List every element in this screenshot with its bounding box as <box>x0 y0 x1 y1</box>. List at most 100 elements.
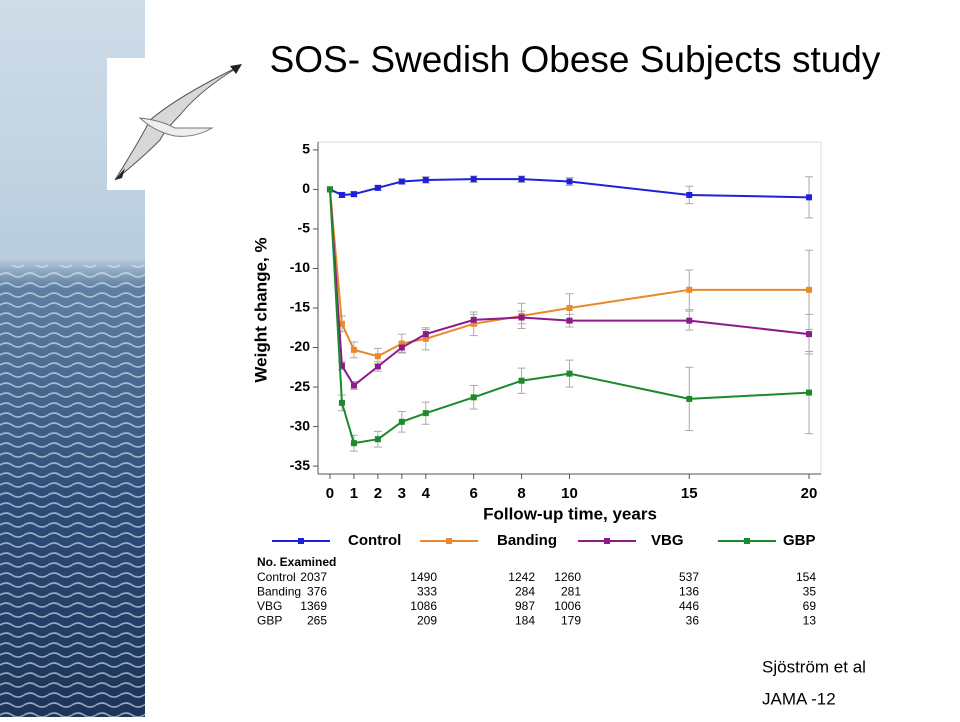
point-marker <box>374 363 381 370</box>
point-marker <box>422 176 429 183</box>
y-axis-label: Weight change, % <box>251 237 270 382</box>
table-row-label: VBG <box>257 599 282 613</box>
legend-marker <box>298 538 304 544</box>
citation-author: Sjöström et al <box>762 657 866 676</box>
table-cell: 1260 <box>554 570 581 584</box>
point-marker <box>374 184 381 191</box>
point-marker <box>338 191 345 198</box>
table-cell: 333 <box>417 585 437 599</box>
legend-marker <box>744 538 750 544</box>
x-tick-label: 6 <box>470 485 478 502</box>
x-tick-label: 15 <box>681 485 698 502</box>
y-tick-label: -20 <box>290 338 310 354</box>
table-cell: 36 <box>686 614 700 628</box>
sea-texture <box>0 265 145 717</box>
table-cell: 284 <box>515 585 535 599</box>
table-cell: 1490 <box>410 570 437 584</box>
point-marker <box>374 353 381 360</box>
point-marker <box>566 317 573 324</box>
citation-journal: JAMA -12 <box>762 689 836 708</box>
point-marker <box>350 191 357 198</box>
point-marker <box>470 394 477 401</box>
point-marker <box>398 344 405 351</box>
table-cell: 1369 <box>300 599 327 613</box>
legend-marker <box>446 538 452 544</box>
table-row-label: Control <box>257 570 296 584</box>
table-cell: 987 <box>515 599 535 613</box>
point-marker <box>470 320 477 327</box>
table-cell: 446 <box>679 599 699 613</box>
y-tick-label: -30 <box>290 417 310 433</box>
x-tick-label: 10 <box>561 485 578 502</box>
y-tick-label: -15 <box>290 299 310 315</box>
y-tick-label: -10 <box>290 259 310 275</box>
x-tick-label: 1 <box>350 485 358 502</box>
point-marker <box>422 335 429 342</box>
point-marker <box>518 377 525 384</box>
table-cell: 1242 <box>508 570 535 584</box>
table-cell: 265 <box>307 614 327 628</box>
point-marker <box>338 320 345 327</box>
y-tick-label: -25 <box>290 378 310 394</box>
y-tick-label: 5 <box>302 141 310 157</box>
point-marker <box>398 340 405 347</box>
chart: 50-5-10-15-20-25-30-350 1 2 3 4 6 8 10 15 20Weigh… <box>251 141 822 628</box>
point-marker <box>350 346 357 353</box>
point-marker <box>566 178 573 185</box>
point-marker <box>518 314 525 321</box>
seagull-image <box>107 58 245 190</box>
point-marker <box>686 191 693 198</box>
legend-marker <box>604 538 610 544</box>
point-marker <box>518 176 525 183</box>
y-tick-label: 0 <box>302 180 310 196</box>
legend-label: Control <box>348 532 401 549</box>
point-marker <box>806 286 813 293</box>
x-tick-label: 3 <box>398 485 406 502</box>
point-marker <box>806 194 813 201</box>
table-cell: 1006 <box>554 599 581 613</box>
point-marker <box>686 317 693 324</box>
point-marker <box>566 370 573 377</box>
y-tick-label: -5 <box>298 220 311 236</box>
x-tick-label: 20 <box>801 485 818 502</box>
point-marker <box>806 331 813 338</box>
table-cell: 13 <box>803 614 817 628</box>
point-marker <box>686 286 693 293</box>
point-marker <box>470 316 477 323</box>
point-marker <box>326 186 333 193</box>
point-marker <box>338 399 345 406</box>
x-tick-label: 2 <box>374 485 382 502</box>
point-marker <box>422 331 429 338</box>
point-marker <box>566 305 573 311</box>
table-cell: 1086 <box>410 599 437 613</box>
point-marker <box>806 389 813 396</box>
table-cell: 281 <box>561 585 581 599</box>
x-tick-label: 8 <box>517 485 525 502</box>
table-cell: 154 <box>796 570 816 584</box>
table-cell: 2037 <box>300 570 327 584</box>
legend-label: VBG <box>651 532 684 549</box>
table-cell: 136 <box>679 585 699 599</box>
point-marker <box>350 440 357 447</box>
table-row-label: Banding <box>257 585 301 599</box>
point-marker <box>398 178 405 185</box>
table-cell: 184 <box>515 614 535 628</box>
legend-label: Banding <box>497 532 557 549</box>
table-cell: 537 <box>679 570 699 584</box>
legend-label: GBP <box>783 532 816 549</box>
point-marker <box>470 176 477 183</box>
point-marker <box>350 382 357 389</box>
point-marker <box>338 362 345 369</box>
point-marker <box>398 418 405 425</box>
table-cell: 376 <box>307 585 327 599</box>
table-cell: 179 <box>561 614 581 628</box>
slide-title: SOS- Swedish Obese Subjects study <box>270 39 881 80</box>
y-tick-label: -35 <box>290 457 310 473</box>
table-cell: 69 <box>803 599 817 613</box>
table-cell: 35 <box>803 585 817 599</box>
table-row-label: GBP <box>257 614 282 628</box>
point-marker <box>374 436 381 443</box>
point-marker <box>422 410 429 417</box>
